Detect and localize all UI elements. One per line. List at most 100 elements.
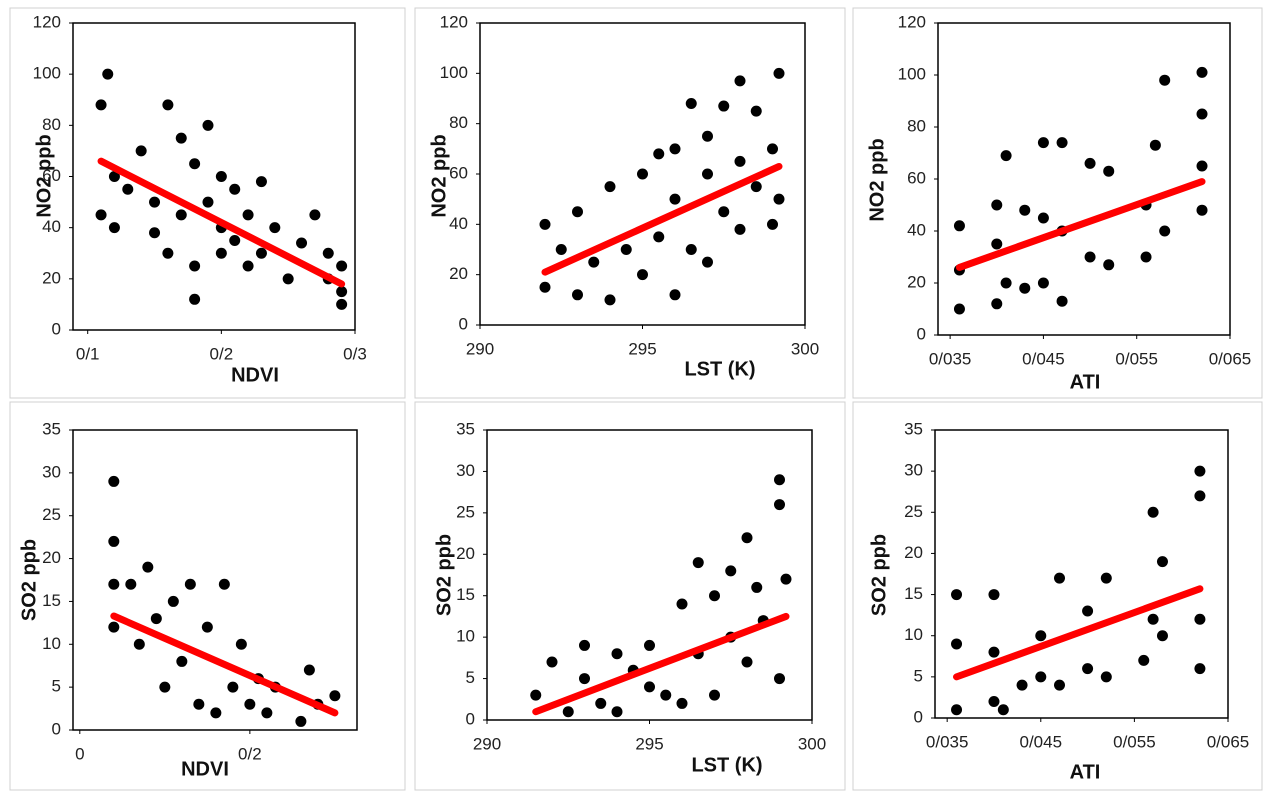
point	[189, 260, 201, 272]
plot-area	[486, 429, 813, 721]
x-tick-label: 290	[466, 339, 494, 358]
point	[637, 269, 648, 281]
point	[1147, 613, 1159, 625]
panel-border	[414, 401, 846, 791]
point	[780, 573, 792, 585]
panel-border	[852, 401, 1263, 791]
y-tick-label: 25	[42, 505, 61, 524]
point	[1054, 679, 1066, 691]
x-tick-label: 0/3	[343, 344, 367, 363]
point	[767, 143, 778, 155]
y-tick-label: 60	[907, 168, 926, 187]
point	[653, 148, 665, 160]
point	[235, 638, 247, 650]
point	[1082, 663, 1094, 675]
y-axis-title: NO2 ppb	[428, 134, 450, 217]
x-tick-label: 0/065	[1209, 349, 1252, 368]
point	[1147, 506, 1159, 518]
point	[1019, 204, 1031, 216]
point	[604, 294, 616, 306]
y-tick-label: 20	[456, 544, 475, 563]
point	[1138, 654, 1150, 666]
point	[261, 707, 273, 719]
point	[229, 183, 241, 195]
point	[579, 639, 590, 651]
point	[184, 578, 196, 590]
y-tick-label: 0	[466, 709, 475, 728]
x-tick-label: 290	[473, 734, 501, 753]
point	[108, 222, 120, 234]
y-tick-label: 40	[42, 217, 61, 236]
point	[201, 621, 213, 633]
point	[741, 532, 753, 544]
point	[1056, 137, 1068, 149]
x-tick-label: 0/035	[929, 349, 972, 368]
point	[734, 155, 746, 167]
x-tick-label: 0	[75, 744, 84, 763]
point	[176, 655, 188, 667]
point	[595, 697, 607, 709]
x-tick-label: 0/055	[1115, 349, 1158, 368]
x-tick-label: 0/065	[1207, 732, 1250, 751]
point	[709, 590, 720, 602]
point	[951, 589, 963, 601]
point	[774, 499, 785, 511]
point	[1037, 277, 1049, 289]
y-tick-label: 35	[42, 419, 61, 438]
point	[1103, 165, 1115, 177]
y-tick-label: 30	[456, 461, 475, 480]
point	[162, 247, 174, 259]
y-tick-label: 40	[907, 220, 926, 239]
x-axis-title: LST (K)	[684, 358, 755, 380]
y-tick-label: 40	[449, 214, 468, 233]
point	[135, 145, 147, 157]
point	[215, 247, 227, 259]
trendline	[955, 178, 1206, 271]
point	[227, 681, 239, 693]
point	[562, 706, 574, 718]
x-tick-label: 0/055	[1113, 732, 1156, 751]
point	[108, 475, 120, 487]
point	[718, 206, 730, 218]
y-tick-label: 120	[33, 12, 61, 31]
point	[242, 209, 254, 221]
y-tick-label: 10	[42, 634, 61, 653]
y-tick-label: 20	[904, 543, 923, 562]
point	[709, 689, 720, 701]
point	[175, 209, 187, 221]
point	[702, 130, 713, 142]
point	[604, 181, 616, 193]
y-tick-label: 80	[907, 116, 926, 135]
point	[336, 286, 348, 298]
point	[644, 639, 655, 651]
point	[1035, 630, 1047, 642]
point	[953, 303, 965, 315]
y-tick-label: 0	[52, 719, 61, 738]
y-tick-label: 20	[907, 272, 926, 291]
point	[1084, 157, 1096, 169]
x-tick-label: 0/035	[926, 732, 969, 751]
point	[202, 119, 214, 131]
point	[149, 196, 161, 208]
y-tick-label: 0	[917, 324, 926, 343]
point	[269, 222, 281, 234]
y-tick-label: 30	[904, 461, 923, 480]
point	[1159, 74, 1171, 86]
point	[725, 565, 737, 577]
point	[95, 209, 107, 221]
point	[242, 260, 254, 272]
point	[741, 656, 753, 668]
point	[108, 171, 120, 182]
y-axis-title: NO2 ppb	[866, 138, 888, 221]
point	[229, 234, 241, 246]
point	[142, 561, 154, 573]
point	[734, 75, 746, 87]
point	[774, 474, 785, 486]
point	[167, 595, 179, 607]
point	[1054, 572, 1066, 584]
point	[773, 67, 785, 79]
point	[1196, 66, 1208, 78]
point	[102, 68, 114, 80]
y-tick-label: 35	[904, 419, 923, 438]
x-axis-title: NDVI	[181, 758, 229, 780]
